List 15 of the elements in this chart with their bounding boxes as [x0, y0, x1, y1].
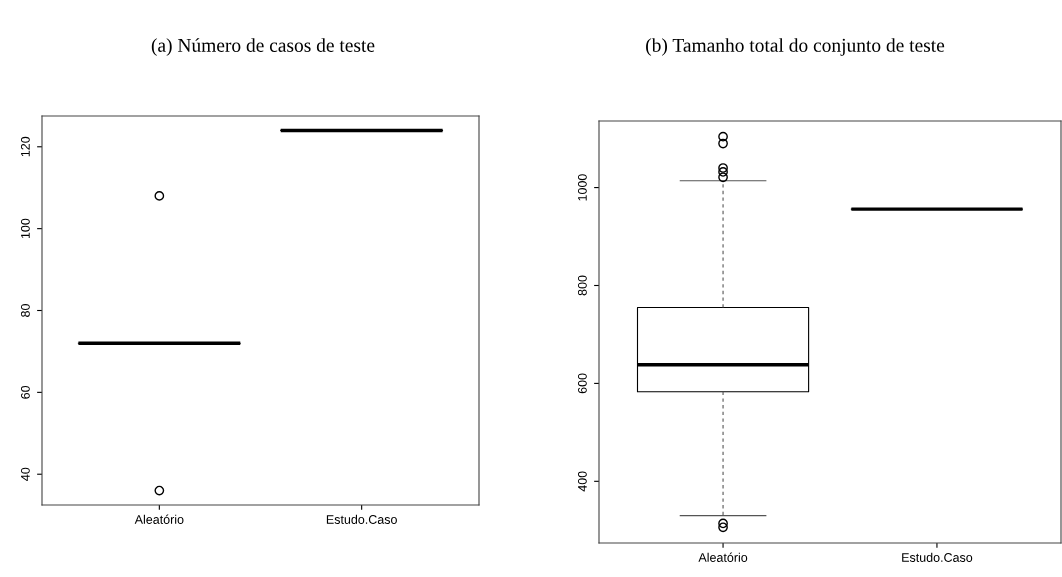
y-tick-label: 120 — [20, 136, 30, 157]
y-tick-label: 100 — [20, 218, 30, 239]
x-tick-label: Aleatório — [134, 514, 184, 524]
chart-title: (a) Número de casos de teste — [151, 38, 375, 56]
chart-title: (b) Tamanho total do conjunto de teste — [646, 38, 945, 56]
x-tick-label: Aleatório — [698, 552, 748, 562]
x-tick-label: Estudo.Caso — [326, 514, 397, 524]
y-tick-label: 400 — [577, 471, 587, 492]
y-tick-label: 80 — [20, 304, 30, 317]
y-tick-label: 600 — [577, 373, 587, 394]
y-tick-label: 60 — [20, 385, 30, 399]
x-tick-label: Estudo.Caso — [902, 552, 973, 562]
y-tick-label: 40 — [20, 467, 30, 481]
y-tick-label: 800 — [577, 275, 587, 296]
y-tick-label: 1000 — [577, 174, 587, 201]
